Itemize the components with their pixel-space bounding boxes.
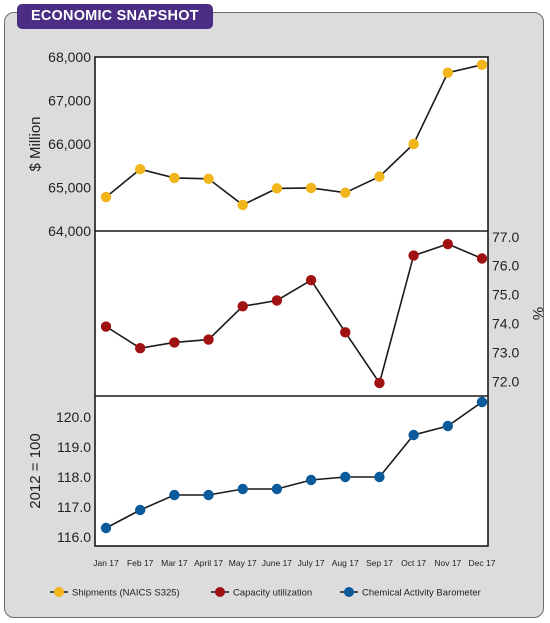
y-axis-label: 2012 = 100 <box>27 433 44 509</box>
data-point <box>100 191 112 203</box>
legend-label: Capacity utilization <box>233 588 312 599</box>
data-point <box>340 187 351 198</box>
x-tick-label: Aug 17 <box>332 558 359 568</box>
plot-area <box>94 56 489 547</box>
x-tick-label: Feb 17 <box>127 558 154 568</box>
data-point <box>305 275 317 286</box>
legend-marker <box>344 587 354 597</box>
series-line <box>105 64 483 206</box>
data-point <box>134 164 146 175</box>
data-point <box>237 483 248 495</box>
data-point <box>476 396 488 408</box>
y-tick-label: 74.0 <box>492 316 519 332</box>
y-tick-label: 68,000 <box>48 49 91 65</box>
data-point <box>100 321 112 332</box>
data-point <box>408 429 419 441</box>
data-point <box>476 59 488 71</box>
data-point <box>374 377 385 389</box>
x-tick-label: Dec 17 <box>469 558 496 568</box>
x-tick-label: May 17 <box>229 558 257 568</box>
data-point <box>408 138 419 150</box>
data-point <box>476 253 488 264</box>
y-axis-label: $ Million <box>27 116 44 171</box>
data-point <box>100 522 112 534</box>
data-point <box>408 250 419 261</box>
data-point <box>134 504 146 516</box>
x-tick-label: Jan 17 <box>93 558 119 568</box>
y-tick-label: 120.0 <box>56 409 91 425</box>
data-point <box>442 238 454 250</box>
y-tick-label: 72.0 <box>492 374 519 390</box>
data-point <box>305 474 317 486</box>
x-tick-label: June 17 <box>262 558 293 568</box>
legend-label: Shipments (NAICS S325) <box>72 588 180 599</box>
data-point <box>169 489 180 501</box>
legend-marker <box>54 587 64 597</box>
data-point <box>134 343 146 354</box>
y-tick-label: 119.0 <box>57 439 91 455</box>
data-point <box>271 483 283 495</box>
y-tick-label: 117.0 <box>57 499 91 515</box>
y-tick-label: 65,000 <box>48 180 91 196</box>
x-tick-label: Mar 17 <box>161 558 188 568</box>
data-point <box>169 337 180 348</box>
y-tick-label: 116.0 <box>57 529 91 545</box>
x-tick-label: July 17 <box>298 558 325 568</box>
x-tick-label: April 17 <box>194 558 223 568</box>
legend-label: Chemical Activity Barometer <box>362 588 481 599</box>
data-point <box>340 471 351 483</box>
y-tick-label: 66,000 <box>48 136 91 152</box>
data-point <box>374 171 385 182</box>
data-point <box>203 489 214 501</box>
y-tick-label: 77.0 <box>492 229 519 245</box>
y-tick-label: 75.0 <box>492 287 519 303</box>
x-tick-label: Sep 17 <box>366 558 393 568</box>
data-point <box>305 182 317 194</box>
y-tick-label: 73.0 <box>492 345 519 361</box>
y-tick-label: 76.0 <box>492 258 519 274</box>
y-tick-label: 64,000 <box>48 223 91 239</box>
data-point <box>203 173 214 184</box>
data-point <box>203 334 214 345</box>
data-point <box>340 327 351 338</box>
y-tick-label: 67,000 <box>48 93 91 109</box>
data-point <box>271 183 283 194</box>
x-tick-label: Oct 17 <box>401 558 426 568</box>
series-line <box>105 243 483 385</box>
y-axis-label: % <box>529 307 546 320</box>
x-tick-label: Nov 17 <box>434 558 461 568</box>
data-point <box>442 420 454 432</box>
data-point <box>237 199 248 211</box>
data-point <box>237 301 248 312</box>
data-point <box>271 295 283 306</box>
legend-marker <box>215 587 225 597</box>
page-title: ECONOMIC SNAPSHOT <box>17 4 213 29</box>
data-point <box>442 67 454 78</box>
y-tick-label: 118.0 <box>57 469 91 485</box>
data-point <box>169 172 180 184</box>
data-point <box>374 471 385 483</box>
series-line <box>105 401 483 529</box>
